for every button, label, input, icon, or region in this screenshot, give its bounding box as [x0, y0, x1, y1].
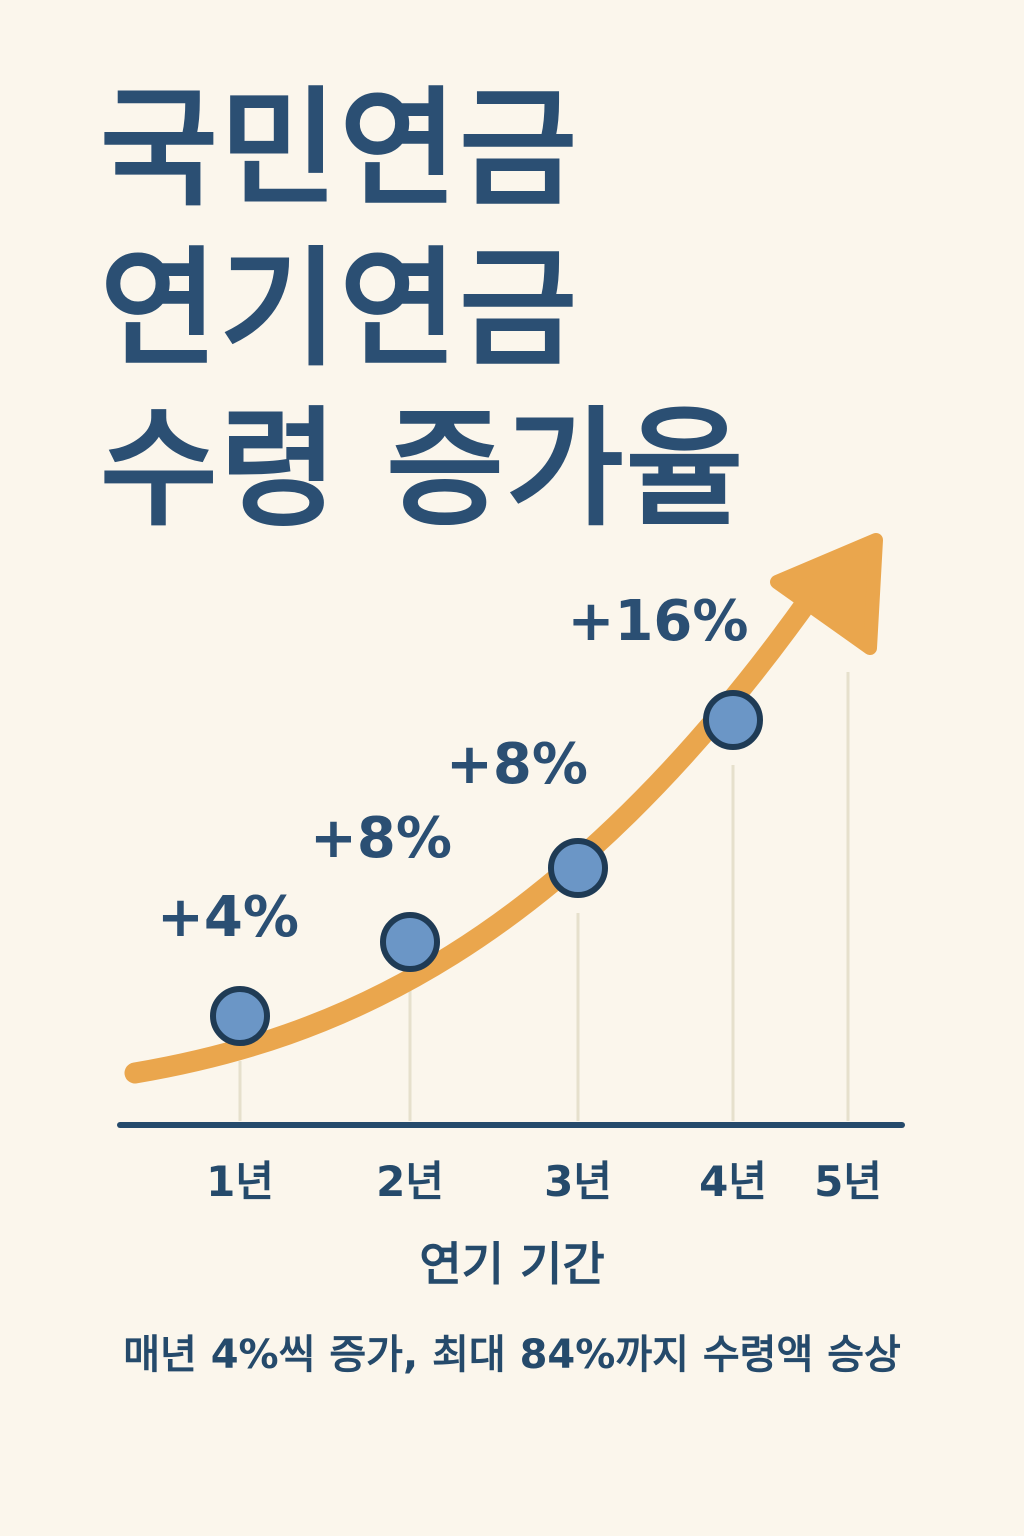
- x-tick-label: 2년: [376, 1157, 444, 1206]
- trend-arrow: [124, 533, 883, 1084]
- data-point: [703, 690, 763, 750]
- x-tick-label: 1년: [206, 1157, 274, 1206]
- title-line-1: 국민연금: [100, 75, 580, 224]
- x-tick-label: 3년: [544, 1157, 612, 1206]
- title-line-3: 수령 증가율: [100, 395, 746, 544]
- caption-text: 매년 4%씩 증가, 최대 84%까지 수령액 승상: [123, 1332, 901, 1378]
- data-point: [380, 912, 440, 972]
- title-line-2: 연기연금: [100, 235, 580, 384]
- data-points: [210, 690, 763, 1046]
- trend-arrow-body: [124, 584, 823, 1084]
- x-axis-title: 연기 기간: [419, 1237, 605, 1291]
- x-tick-label: 4년: [699, 1157, 767, 1206]
- guide-lines: [238, 672, 850, 1121]
- page-title: 국민연금 연기연금 수령 증가율: [100, 70, 920, 550]
- data-point: [548, 838, 608, 898]
- data-label: +4%: [157, 885, 299, 950]
- data-label: +8%: [310, 806, 452, 871]
- data-label: +8%: [446, 732, 588, 797]
- x-tick-labels: 1년 2년 3년 4년 5년: [206, 1157, 882, 1206]
- data-point: [210, 986, 270, 1046]
- data-labels: +4%+8%+8%+16%: [157, 589, 748, 950]
- trend-arrowhead: [770, 533, 883, 655]
- data-label: +16%: [568, 589, 749, 654]
- x-tick-label: 5년: [814, 1157, 882, 1206]
